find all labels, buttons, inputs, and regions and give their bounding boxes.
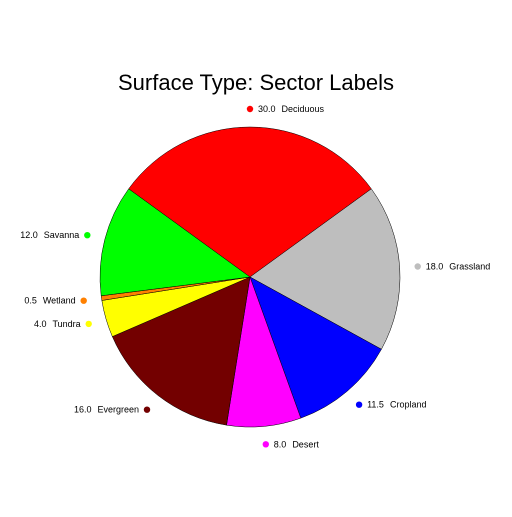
slice-value: 11.5: [367, 400, 384, 410]
slice-label-grassland: 18.0 Grassland: [414, 262, 491, 272]
slice-name: Desert: [292, 439, 319, 449]
slice-label-marker: [143, 406, 151, 413]
slice-label-marker: [262, 441, 269, 448]
pie-slice-grassland: [249, 188, 401, 350]
slice-name: Grassland: [449, 262, 490, 272]
pie-slice-savanna: [99, 188, 251, 297]
slice-value: 18.0: [426, 262, 444, 272]
slice-label-text: 12.0 Savanna: [20, 230, 79, 240]
slice-label-text: 16.0 Evergreen: [74, 405, 139, 415]
slice-label-marker: [355, 401, 363, 408]
slice-name: Savanna: [44, 230, 80, 240]
slice-value: 4.0: [34, 319, 47, 329]
slice-value: 16.0: [74, 405, 92, 415]
slice-label-text: 11.5 Cropland: [367, 400, 426, 410]
slice-name: Evergreen: [97, 405, 139, 415]
slice-label-text: 30.0 Deciduous: [258, 104, 325, 114]
slice-name: Tundra: [53, 319, 81, 329]
slice-label-marker: [85, 320, 92, 328]
slice-label-marker: [246, 105, 254, 113]
slice-label-wetland: 0.5 Wetland: [24, 296, 87, 306]
slice-value: 0.5: [24, 296, 37, 306]
slice-label-deciduous: 30.0 Deciduous: [246, 104, 325, 114]
slice-label-text: 0.5 Wetland: [24, 296, 75, 306]
slice-label-savanna: 12.0 Savanna: [20, 230, 91, 240]
slice-value: 12.0: [20, 230, 38, 240]
slice-label-evergreen: 16.0 Evergreen: [74, 405, 151, 415]
slice-name: Wetland: [43, 296, 76, 306]
slice-label-tundra: 4.0 Tundra: [34, 319, 92, 329]
slice-label-desert: 8.0 Desert: [262, 439, 320, 449]
pie-slice-cropland: [249, 276, 382, 419]
slice-value: 30.0: [258, 104, 276, 114]
slice-name: Deciduous: [282, 104, 325, 114]
slice-label-marker: [414, 263, 421, 270]
slice-label-text: 8.0 Desert: [274, 439, 320, 449]
pie-slice-evergreen: [112, 276, 251, 426]
slice-value: 8.0: [274, 439, 287, 449]
chart-title: Surface Type: Sector Labels: [118, 70, 394, 95]
slice-label-text: 18.0 Grassland: [426, 262, 491, 272]
slice-label-marker: [80, 297, 87, 304]
pie-slice-deciduous: [128, 126, 372, 278]
slice-label-cropland: 11.5 Cropland: [355, 400, 426, 410]
slice-label-text: 4.0 Tundra: [34, 319, 81, 329]
slice-name: Cropland: [390, 400, 427, 410]
slice-label-marker: [84, 232, 91, 239]
